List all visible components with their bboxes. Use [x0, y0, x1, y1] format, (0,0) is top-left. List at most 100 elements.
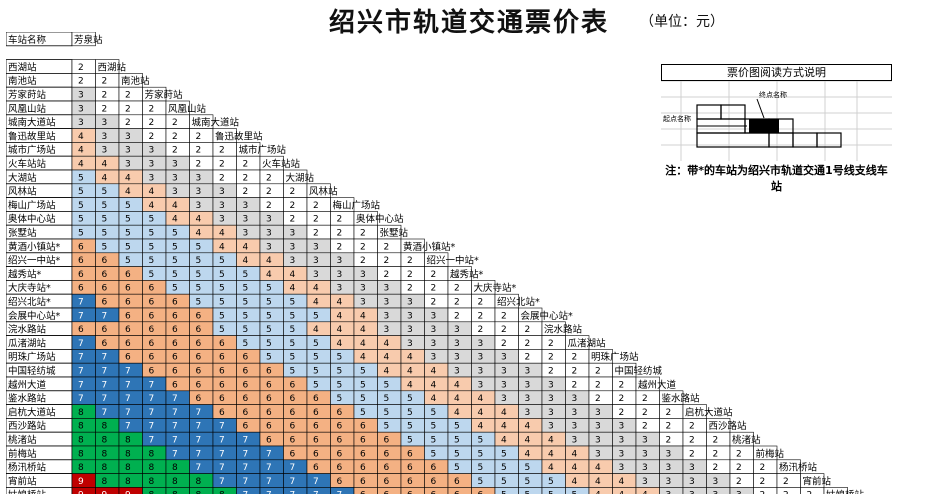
fare-value: 3 — [642, 477, 648, 487]
fare-value: 6 — [266, 367, 272, 377]
fare-value: 4 — [78, 160, 84, 170]
fare-value: 5 — [172, 284, 178, 294]
fare-value: 6 — [149, 311, 155, 321]
fare-cell — [353, 280, 378, 295]
fare-cell — [612, 487, 637, 494]
fare-cell — [377, 376, 402, 392]
fare-cell — [236, 307, 261, 323]
fare-cell — [165, 238, 190, 254]
fare-cell — [259, 431, 284, 447]
fare-cell — [118, 376, 143, 392]
fare-value: 7 — [243, 491, 249, 494]
fare-cell — [95, 362, 120, 378]
diagonal-station-label: 瓜渚湖站 — [568, 337, 607, 349]
fare-value: 2 — [760, 491, 766, 494]
fare-cell — [494, 459, 519, 474]
fare-cell — [306, 487, 331, 494]
fare-value: 7 — [149, 408, 155, 418]
diagonal-station-label: 大湖站 — [286, 172, 315, 184]
diagonal-station-label: 奥体中心站 — [356, 213, 404, 225]
fare-cell — [330, 418, 355, 433]
fare-cell — [212, 211, 237, 226]
fare-cell — [635, 404, 660, 419]
fare-value: 7 — [149, 422, 155, 432]
diagonal-station-label: 会展中心站* — [521, 310, 574, 322]
fare-cell — [236, 293, 261, 309]
fare-cell — [283, 473, 308, 488]
fare-value: 4 — [525, 422, 531, 432]
diagonal-station-label: 绍兴北站* — [497, 296, 540, 308]
fare-cell — [212, 349, 237, 364]
fare-value: 7 — [290, 477, 296, 487]
diagonal-station-cell — [823, 487, 848, 494]
fare-cell — [400, 459, 425, 474]
fare-cell — [447, 335, 472, 350]
fare-value: 2 — [478, 311, 484, 321]
fare-cell — [189, 362, 214, 378]
fare-value: 2 — [102, 104, 108, 114]
fare-cell — [212, 321, 237, 336]
fare-cell — [165, 362, 190, 378]
fare-cell — [236, 431, 261, 447]
fare-value: 3 — [501, 367, 507, 377]
fare-cell — [518, 473, 543, 488]
fare-value: 5 — [478, 436, 484, 446]
fare-value: 5 — [149, 229, 155, 239]
fare-cell — [212, 280, 237, 295]
fare-cell — [424, 431, 449, 447]
fare-cell — [706, 431, 731, 447]
fare-value: 3 — [431, 339, 437, 349]
fare-value: 3 — [689, 463, 695, 473]
fare-cell — [259, 307, 284, 323]
fare-value: 3 — [78, 91, 84, 101]
fare-value: 4 — [337, 298, 343, 308]
fare-cell — [283, 445, 308, 461]
fare-value: 6 — [266, 408, 272, 418]
fare-cell — [424, 459, 449, 474]
fare-cell — [95, 307, 120, 323]
fare-cell — [212, 445, 237, 461]
fare-value: 6 — [78, 270, 84, 280]
fare-value: 2 — [266, 201, 272, 211]
fare-cell — [95, 73, 120, 88]
fare-cell — [541, 376, 566, 392]
fare-cell — [588, 390, 613, 405]
fare-cell — [353, 293, 378, 309]
fare-value: 2 — [807, 491, 813, 494]
fare-cell — [95, 431, 120, 447]
fare-cell — [471, 404, 496, 419]
fare-value: 7 — [243, 463, 249, 473]
fare-value: 6 — [149, 339, 155, 349]
fare-value: 6 — [149, 298, 155, 308]
fare-value: 5 — [102, 229, 108, 239]
fare-cell — [565, 459, 590, 474]
fare-value: 5 — [172, 256, 178, 266]
fare-cell — [142, 155, 167, 171]
fare-cell — [612, 473, 637, 488]
fare-cell — [494, 473, 519, 488]
fare-cell — [588, 418, 613, 433]
fare-cell — [330, 266, 355, 281]
diagonal-station-label: 南池站 — [121, 75, 150, 87]
fare-cell — [588, 445, 613, 461]
fare-cell — [377, 293, 402, 309]
fare-cell — [95, 404, 120, 419]
fare-value: 5 — [313, 353, 319, 363]
fare-value: 4 — [407, 353, 413, 363]
fare-cell — [400, 418, 425, 433]
fare-value: 6 — [407, 477, 413, 487]
fare-value: 4 — [501, 408, 507, 418]
fare-cell — [189, 404, 214, 419]
fare-value: 7 — [196, 408, 202, 418]
fare-cell — [189, 280, 214, 295]
fare-cell — [95, 418, 120, 433]
fare-cell — [95, 252, 120, 267]
fare-cell — [71, 418, 96, 433]
fare-cell — [283, 418, 308, 433]
fare-value: 6 — [337, 408, 343, 418]
fare-value: 5 — [525, 463, 531, 473]
fare-cell — [95, 487, 120, 494]
fare-cell — [306, 266, 331, 281]
fare-cell — [165, 418, 190, 433]
fare-value: 4 — [407, 367, 413, 377]
